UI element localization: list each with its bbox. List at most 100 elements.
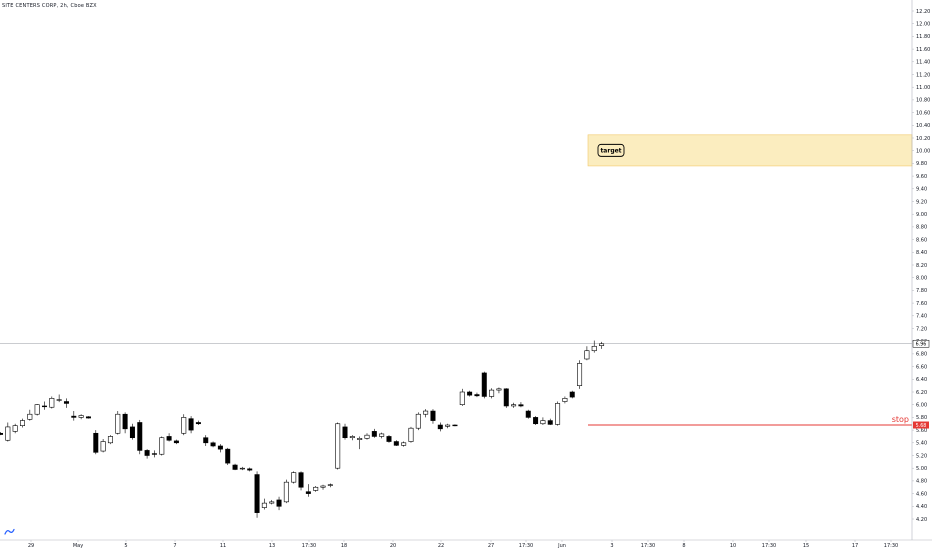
candle [423, 409, 429, 418]
candle-body [239, 467, 245, 470]
candle-body [232, 464, 238, 470]
candle [569, 390, 575, 399]
x-tick-label: 18 [341, 543, 347, 549]
stop-label: stop [892, 415, 909, 424]
candle [151, 450, 157, 458]
y-tick-label: 10.80 [916, 98, 930, 104]
candle [122, 412, 128, 434]
candle [591, 340, 597, 353]
candle [269, 499, 275, 505]
candle [599, 341, 605, 349]
candle-body [518, 404, 524, 407]
candle-body [379, 433, 385, 437]
candle [467, 390, 473, 397]
current-price-tag [912, 339, 930, 348]
candle-body [474, 394, 480, 397]
candle [525, 409, 531, 419]
candle [415, 412, 421, 431]
candle [115, 411, 121, 435]
x-tick-label: 22 [438, 543, 444, 549]
y-tick-label: 10.00 [916, 149, 930, 155]
y-tick-label: 5.40 [916, 441, 927, 447]
candle [41, 401, 47, 410]
target-label: target [600, 147, 621, 154]
x-tick-label: 17:30 [884, 543, 898, 549]
candle-body [401, 442, 407, 446]
candle-body [261, 502, 267, 508]
y-tick-label: 11.20 [916, 72, 930, 78]
x-tick-label: 17:30 [762, 543, 776, 549]
candle [210, 441, 216, 448]
candle [27, 409, 33, 421]
candle-body [562, 398, 568, 402]
candle-body [5, 426, 11, 441]
candle-body [327, 484, 333, 486]
candle [489, 388, 495, 399]
candle [144, 449, 150, 459]
candle-body [19, 420, 25, 426]
candle-body [393, 441, 399, 446]
candle-body [489, 389, 495, 397]
x-tick-label: Jun [557, 543, 566, 549]
y-tick-label: 9.40 [916, 187, 927, 193]
candle-body [0, 432, 4, 435]
candle-body [93, 432, 99, 453]
candle [393, 440, 399, 446]
candle [247, 467, 253, 472]
candle [254, 471, 260, 518]
candle-body [12, 425, 18, 432]
candle [71, 411, 77, 421]
candle-body [100, 441, 106, 452]
y-tick-label: 4.40 [916, 504, 927, 510]
candle-body [459, 391, 465, 405]
candle-body [49, 398, 55, 408]
candle [474, 392, 480, 398]
candle [5, 422, 11, 442]
candle-body [415, 413, 421, 429]
candle-body [122, 413, 128, 430]
y-tick-label: 4.60 [916, 491, 927, 497]
y-tick-label: 4.20 [916, 517, 927, 523]
candle [511, 402, 517, 408]
candle [459, 388, 465, 406]
y-tick-label: 6.60 [916, 364, 927, 370]
candle [518, 402, 524, 408]
candle [408, 426, 414, 443]
candle [203, 435, 209, 446]
y-tick-label: 9.00 [916, 212, 927, 218]
target-zone [587, 134, 913, 167]
candle [496, 387, 502, 394]
candle-body [129, 426, 135, 439]
candle [503, 388, 509, 408]
candle-body [357, 438, 363, 440]
current-price-label: 6.96 [916, 342, 927, 348]
candle-body [283, 481, 289, 503]
candle-body [540, 420, 546, 425]
candle-body [569, 391, 575, 398]
candle-body [445, 424, 451, 427]
y-tick-label: 11.80 [916, 34, 930, 40]
candle-body [547, 420, 553, 425]
candle [173, 439, 179, 445]
candle-body [85, 416, 91, 419]
y-tick-label: 5.60 [916, 428, 927, 434]
x-tick-label: 10 [730, 543, 736, 549]
candle-body [349, 436, 355, 439]
candle [283, 479, 289, 504]
candle-body [78, 415, 84, 418]
candle [195, 420, 201, 426]
x-tick-label: 27 [488, 543, 494, 549]
candle-body [166, 436, 172, 441]
candle [232, 463, 238, 471]
x-tick-label: 13 [269, 543, 275, 549]
candle [584, 346, 590, 361]
candle [49, 396, 55, 409]
candle-body [217, 445, 223, 450]
candle [34, 404, 40, 416]
candle [188, 416, 194, 434]
candle [78, 414, 84, 420]
stop-price-label: 5.68 [916, 423, 927, 429]
candle [85, 416, 91, 419]
